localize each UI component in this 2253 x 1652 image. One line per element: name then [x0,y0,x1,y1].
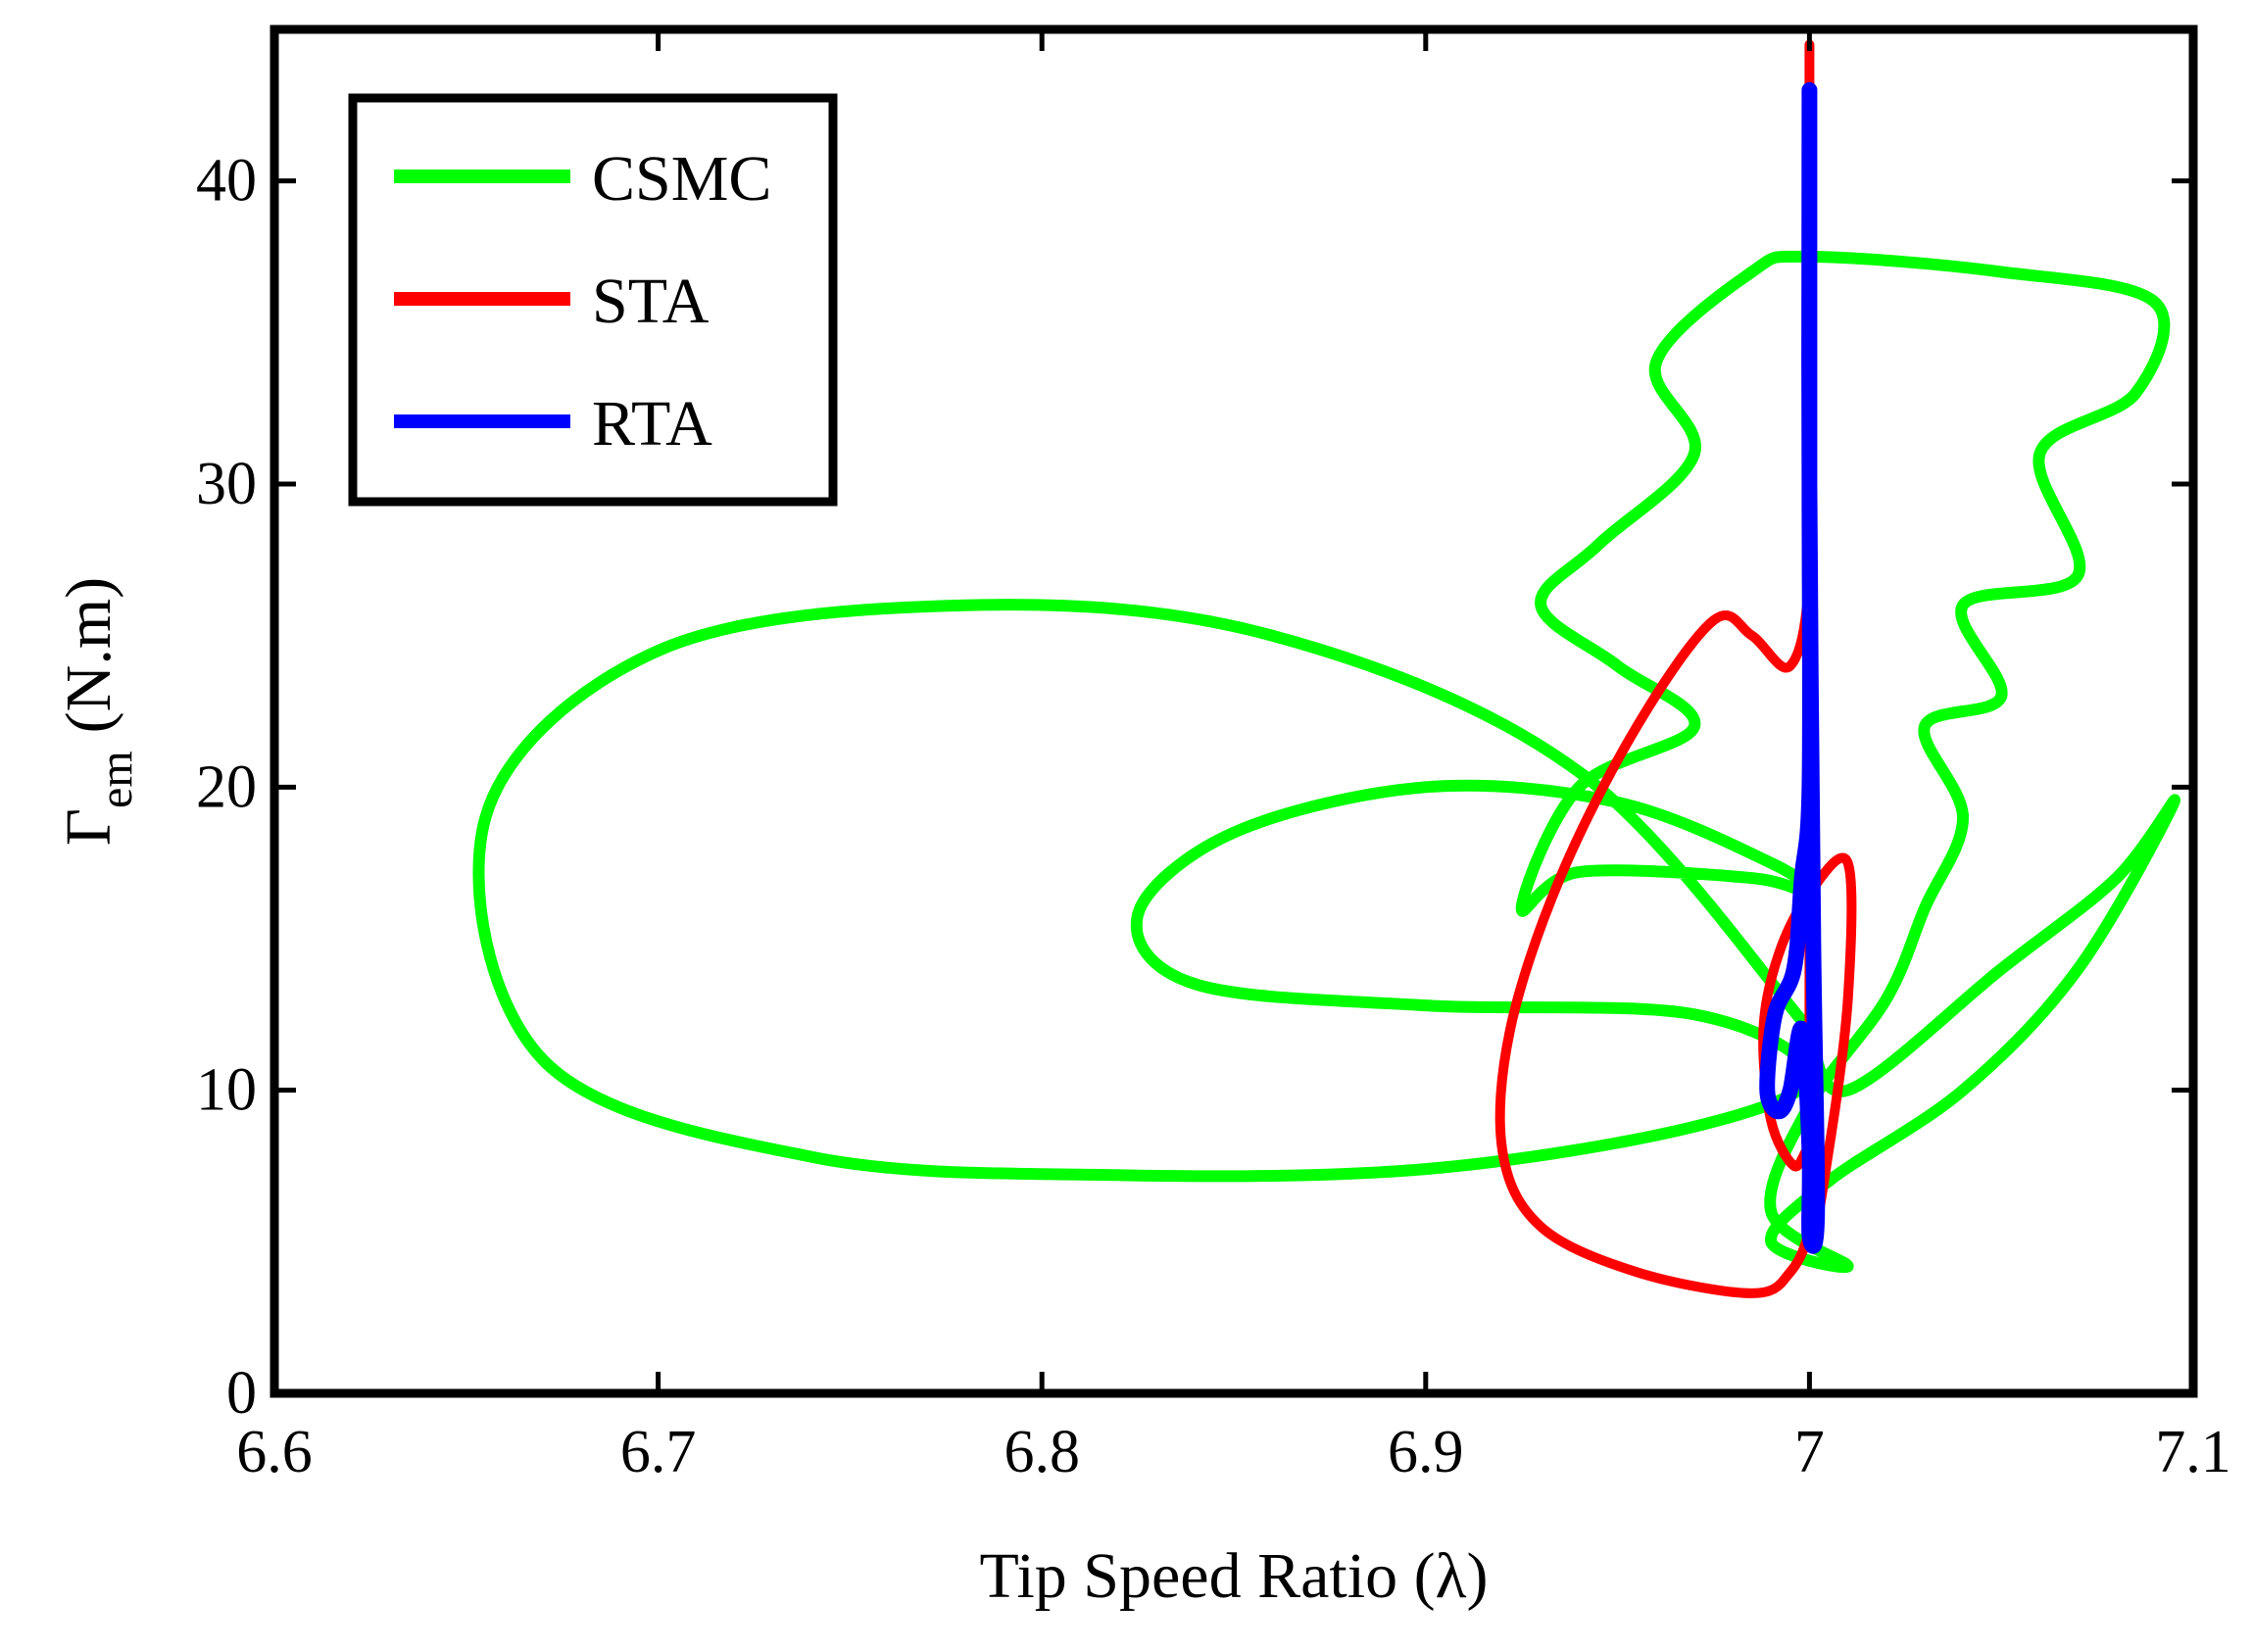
y-tick-label: 10 [196,1057,257,1124]
x-tick-label: 6.9 [1388,1419,1464,1485]
x-tick-label: 6.6 [236,1419,313,1485]
svg-text:Γem(N.m): Γem (N.m) [53,577,142,846]
series-line-csmc [472,250,2181,1274]
y-axis-symbol: Γ [53,808,124,846]
legend-label-rta: RTA [592,388,712,460]
x-tick-label: 6.7 [620,1419,697,1485]
legend-label-csmc: CSMC [592,143,771,215]
y-tick-label: 0 [226,1360,257,1427]
series-line-rta [1759,81,1826,1254]
x-tick-label: 7 [1794,1419,1825,1485]
y-axis-label: Γem (N.m) [53,577,142,846]
x-axis-label: Tip Speed Ratio (λ) [979,1540,1488,1612]
legend-label-sta: STA [592,266,710,337]
y-tick-label: 40 [196,148,257,215]
y-tick-label: 30 [196,451,257,517]
y-axis-subscript: em [90,751,142,808]
y-axis-unit: (N.m) [53,577,124,733]
x-tick-label: 7.1 [2155,1419,2231,1485]
axes-frame [269,24,2198,1398]
tick-layer: 6.6 6.7 6.8 6.9 7 7.1 0 10 20 30 40 [196,29,2231,1485]
x-tick-label: 6.8 [1004,1419,1080,1485]
series-layer [472,39,2181,1298]
legend: CSMC STA RTA [348,93,838,507]
y-tick-label: 20 [196,753,257,820]
